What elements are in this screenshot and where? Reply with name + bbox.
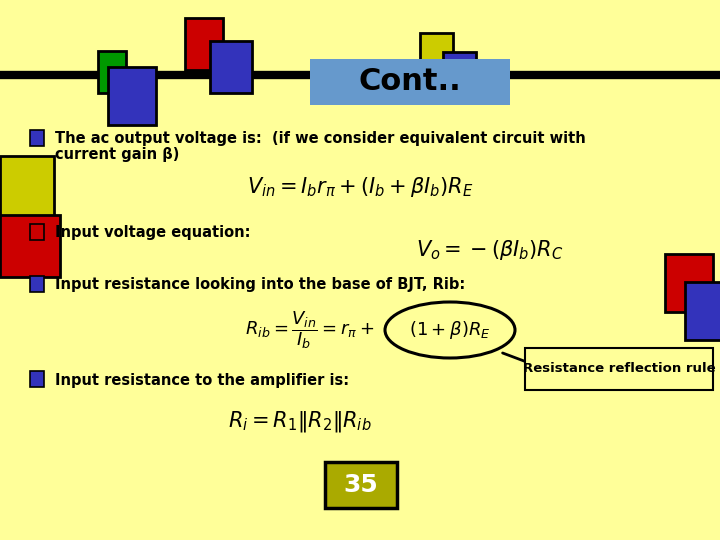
FancyBboxPatch shape: [325, 462, 397, 508]
FancyBboxPatch shape: [443, 52, 476, 96]
Text: $(1+\beta)R_E$: $(1+\beta)R_E$: [409, 319, 491, 341]
Text: Input resistance to the amplifier is:: Input resistance to the amplifier is:: [55, 373, 349, 388]
FancyBboxPatch shape: [98, 51, 126, 93]
FancyBboxPatch shape: [30, 371, 44, 387]
Text: 35: 35: [343, 473, 379, 497]
Text: The ac output voltage is:  (if we consider equivalent circuit with: The ac output voltage is: (if we conside…: [55, 131, 586, 145]
FancyBboxPatch shape: [665, 254, 713, 312]
FancyBboxPatch shape: [30, 130, 44, 146]
Text: Input resistance looking into the base of BJT, Rib:: Input resistance looking into the base o…: [55, 278, 465, 293]
Text: current gain β): current gain β): [55, 147, 179, 163]
FancyBboxPatch shape: [185, 18, 223, 70]
Text: Resistance reflection rule: Resistance reflection rule: [523, 362, 715, 375]
Text: Input voltage equation:: Input voltage equation:: [55, 225, 251, 240]
FancyBboxPatch shape: [0, 215, 60, 277]
Text: $R_{ib} = \dfrac{V_{in}}{I_b} = r_{\pi} +$: $R_{ib} = \dfrac{V_{in}}{I_b} = r_{\pi} …: [246, 309, 374, 351]
Text: $R_i = R_1 \| R_2 \| R_{ib}$: $R_i = R_1 \| R_2 \| R_{ib}$: [228, 409, 372, 435]
Text: Cont..: Cont..: [359, 68, 462, 97]
FancyBboxPatch shape: [108, 67, 156, 125]
FancyBboxPatch shape: [420, 33, 453, 77]
FancyBboxPatch shape: [210, 41, 252, 93]
Text: $V_{in} = I_b r_{\pi} + (I_b + \beta I_b)R_E$: $V_{in} = I_b r_{\pi} + (I_b + \beta I_b…: [247, 175, 473, 199]
Text: $V_o = -(\beta I_b)R_C$: $V_o = -(\beta I_b)R_C$: [416, 238, 564, 262]
FancyBboxPatch shape: [30, 276, 44, 292]
FancyBboxPatch shape: [30, 224, 44, 240]
FancyBboxPatch shape: [685, 282, 720, 340]
FancyBboxPatch shape: [525, 348, 713, 390]
FancyBboxPatch shape: [0, 156, 54, 218]
FancyBboxPatch shape: [310, 59, 510, 105]
